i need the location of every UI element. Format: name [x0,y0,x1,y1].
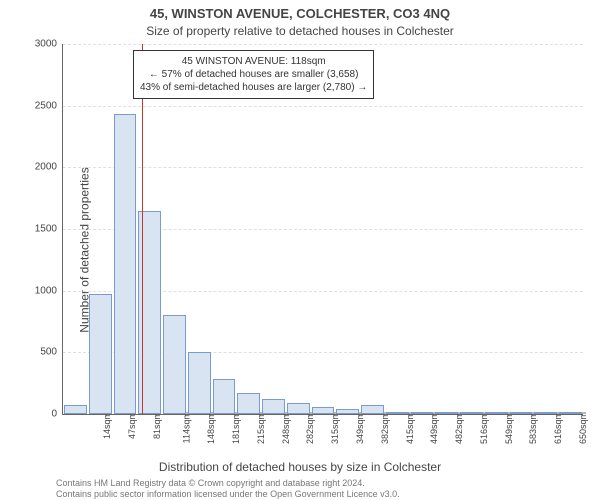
annotation-line3: 43% of semi-detached houses are larger (… [140,81,367,94]
x-tick-label: 415sqm [405,412,415,444]
x-tick-label: 14sqm [102,412,112,439]
histogram-bar [89,294,112,414]
x-tick-label: 248sqm [281,412,291,444]
histogram-bar [559,412,582,414]
x-tick-label: 315sqm [330,412,340,444]
histogram-bar [237,393,260,414]
histogram-bar [460,412,483,414]
x-tick-label: 549sqm [504,412,514,444]
histogram-bar [262,399,285,414]
histogram-bar [114,114,137,414]
y-tick-label: 2500 [15,100,57,111]
histogram-bar [534,412,557,414]
x-tick-label: 181sqm [231,412,241,444]
footnote-line2: Contains public sector information licen… [56,489,400,500]
y-tick-label: 1500 [15,224,57,235]
y-tick-label: 3000 [15,39,57,50]
annotation-line2: ← 57% of detached houses are smaller (3,… [140,68,367,81]
x-tick-label: 516sqm [479,412,489,444]
x-tick-label: 616sqm [553,412,563,444]
chart-subtitle: Size of property relative to detached ho… [0,24,600,38]
x-tick-label: 449sqm [429,412,439,444]
y-tick-label: 500 [15,347,57,358]
histogram-bar [287,403,310,414]
x-tick-label: 282sqm [306,412,316,444]
x-tick-label: 215sqm [256,412,266,444]
annotation-line1: 45 WINSTON AVENUE: 118sqm [140,55,367,68]
histogram-bar [510,412,533,414]
x-tick-label: 583sqm [528,412,538,444]
footnote-line1: Contains HM Land Registry data © Crown c… [56,478,400,489]
histogram-bar [163,315,186,414]
x-tick-label: 349sqm [355,412,365,444]
histogram-bar [411,412,434,414]
y-tick-label: 1000 [15,285,57,296]
histogram-bar [336,409,359,414]
chart-title: 45, WINSTON AVENUE, COLCHESTER, CO3 4NQ [0,6,600,21]
x-tick-label: 482sqm [454,412,464,444]
histogram-bar [361,405,384,414]
x-tick-label: 47sqm [127,412,137,439]
x-tick-label: 114sqm [181,412,191,443]
histogram-bar [64,405,87,414]
y-tick-label: 2000 [15,162,57,173]
x-tick-label: 382sqm [380,412,390,444]
annotation-box: 45 WINSTON AVENUE: 118sqm ← 57% of detac… [133,50,374,99]
histogram-bar [213,379,236,414]
property-size-marker [142,44,143,414]
chart-container: 45, WINSTON AVENUE, COLCHESTER, CO3 4NQ … [0,0,600,500]
histogram-bar [386,412,409,414]
histogram-bar [485,412,508,414]
y-tick-label: 0 [15,409,57,420]
x-tick-label: 650sqm [578,412,588,444]
histogram-bar [312,407,335,414]
x-axis-label: Distribution of detached houses by size … [0,460,600,474]
plot-area: 05001000150020002500300014sqm47sqm81sqm1… [62,44,583,415]
histogram-bar [188,352,211,414]
x-tick-label: 148sqm [206,412,216,444]
x-tick-label: 81sqm [152,412,162,439]
footnote: Contains HM Land Registry data © Crown c… [56,478,400,500]
histogram-bar [435,412,458,414]
